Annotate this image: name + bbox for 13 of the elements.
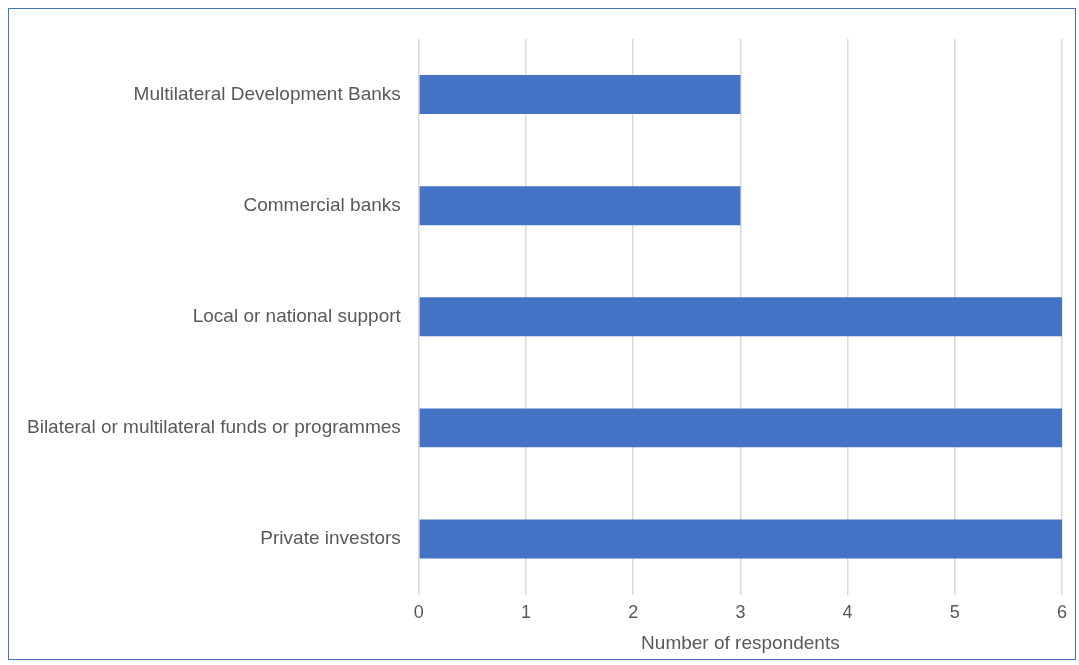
x-tick-label: 4	[842, 602, 853, 623]
x-tick-label: 3	[735, 602, 746, 623]
y-tick-label: Multilateral Development Banks	[133, 82, 401, 104]
y-tick-label: Bilateral or multilateral funds or programmes	[27, 416, 401, 438]
x-tick-label: 1	[521, 602, 532, 623]
x-tick-label: 6	[1056, 602, 1067, 623]
y-tick-label: Commercial banks	[243, 193, 401, 215]
y-tick-label: Local or national support	[192, 305, 402, 327]
x-tick-label: 5	[949, 602, 960, 623]
x-tick-label: 2	[628, 602, 639, 623]
y-tick-label: Private investors	[260, 527, 401, 549]
x-tick-label: 0	[413, 602, 424, 623]
x-axis-title: Number of respondents	[641, 631, 840, 653]
